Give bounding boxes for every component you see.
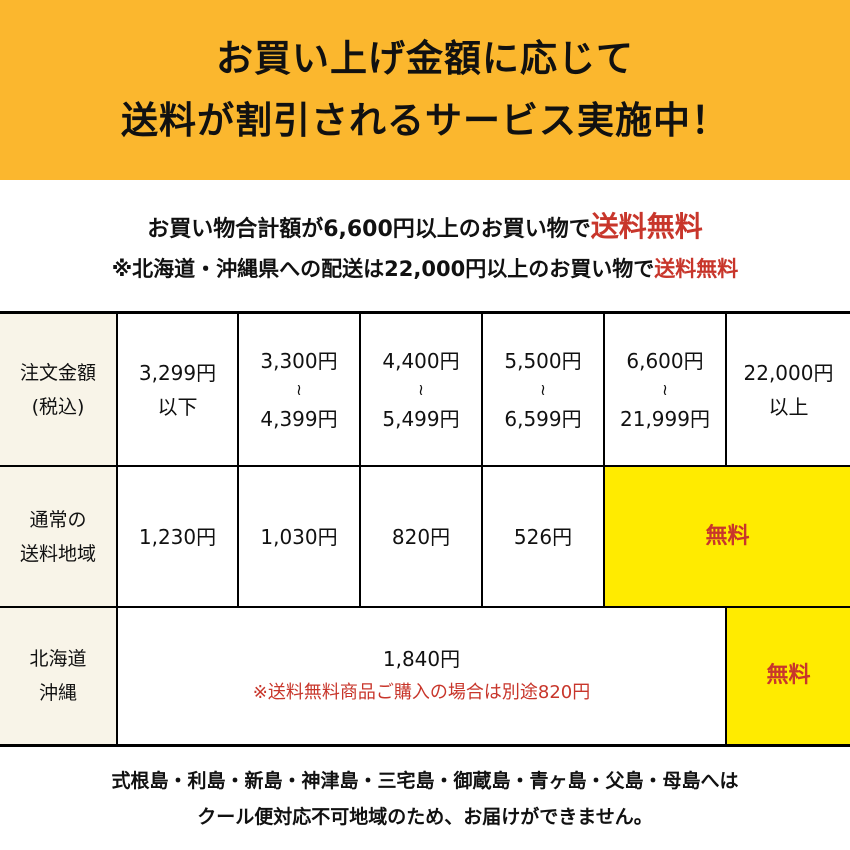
region-label-line: 北海道 xyxy=(29,648,87,670)
tier-from: 3,299円 xyxy=(138,360,217,385)
region-label-line: 送料地域 xyxy=(19,542,96,565)
tier-cell: 5,500円 ≀ 6,599円 xyxy=(483,314,605,467)
tier-separator: ≀ xyxy=(540,379,546,399)
tier-from: 5,500円 xyxy=(504,348,582,373)
tier-cell: 6,600円 ≀ 21,999円 xyxy=(605,314,727,467)
condition-1-text: お買い物合計額が6,600円以上のお買い物で xyxy=(147,217,591,242)
normal-region-header: 通常の 送料地域 xyxy=(0,467,118,608)
condition-2-text: ※北海道・沖縄県への配送は22,000円以上のお買い物で xyxy=(111,257,655,281)
condition-1-highlight: 送料無料 xyxy=(590,210,703,243)
tier-to: 21,999円 xyxy=(620,406,710,431)
tier-to: 以下 xyxy=(157,394,198,419)
tier-cell: 3,299円 以下 xyxy=(118,314,239,467)
banner-line-2: 送料が割引されるサービス実施中！ xyxy=(121,99,729,142)
tier-from: 3,300円 xyxy=(260,348,338,373)
footer-notice: 式根島・利島・新島・神津島・三宅島・御蔵島・青ヶ島・父島・母島へは クール便対応… xyxy=(0,763,850,835)
condition-2-highlight: 送料無料 xyxy=(654,257,739,281)
free-shipping-cell: 無料 xyxy=(727,608,850,744)
tier-to: 4,399円 xyxy=(260,406,338,431)
hokkaido-okinawa-header: 北海道 沖縄 xyxy=(0,608,118,744)
tier-separator: ≀ xyxy=(662,379,668,399)
free-shipping-conditions: お買い物合計額が6,600円以上のお買い物で送料無料 ※北海道・沖縄県への配送は… xyxy=(0,205,850,286)
fee-cell: 1,230円 xyxy=(118,467,239,608)
tier-separator: ≀ xyxy=(418,379,424,399)
tier-to: 6,599円 xyxy=(504,406,582,431)
header-label-line: 注文金額 xyxy=(19,361,96,384)
hokkaido-fee: 1,840円 xyxy=(382,647,461,671)
banner-line-1: お買い上げ金額に応じて xyxy=(216,37,634,80)
tier-cell: 3,300円 ≀ 4,399円 xyxy=(239,314,361,467)
tier-to: 以上 xyxy=(768,394,809,419)
fee-cell: 1,030円 xyxy=(239,467,361,608)
footer-line-2: クール便対応不可地域のため、お届けができません。 xyxy=(197,806,653,828)
tier-from: 4,400円 xyxy=(382,348,460,373)
fee-cell: 820円 xyxy=(361,467,483,608)
region-label-line: 通常の xyxy=(29,508,87,531)
order-amount-header: 注文金額 (税込) xyxy=(0,314,118,467)
footer-line-1: 式根島・利島・新島・神津島・三宅島・御蔵島・青ヶ島・父島・母島へは xyxy=(111,770,739,792)
free-shipping-cell: 無料 xyxy=(605,467,850,608)
shipping-fee-table: 注文金額 (税込) 3,299円 以下 3,300円 ≀ 4,399円 4,400円 ≀… xyxy=(0,311,850,747)
hokkaido-note: ※送料無料商品ご購入の場合は別途820円 xyxy=(252,682,591,703)
tier-cell: 4,400円 ≀ 5,499円 xyxy=(361,314,483,467)
fee-cell: 526円 xyxy=(483,467,605,608)
region-label-line: 沖縄 xyxy=(38,682,77,704)
header-label-line: (税込) xyxy=(31,395,85,418)
tier-cell: 22,000円 以上 xyxy=(727,314,850,467)
hokkaido-fee-cell: 1,840円 ※送料無料商品ご購入の場合は別途820円 xyxy=(118,608,727,744)
tier-to: 5,499円 xyxy=(382,406,460,431)
tier-from: 6,600円 xyxy=(626,348,704,373)
tier-from: 22,000円 xyxy=(743,360,834,385)
tier-separator: ≀ xyxy=(296,379,302,399)
promo-banner: お買い上げ金額に応じて 送料が割引されるサービス実施中！ xyxy=(0,0,850,180)
